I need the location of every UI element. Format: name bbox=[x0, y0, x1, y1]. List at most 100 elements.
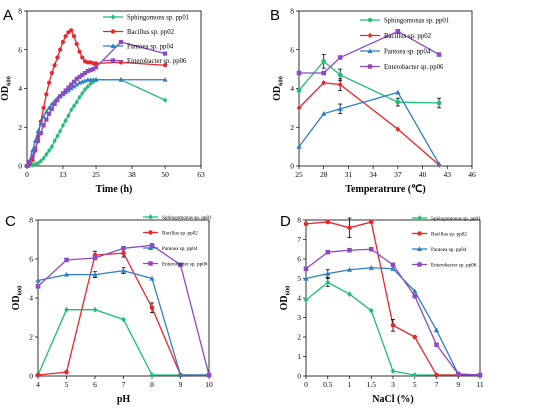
data-point bbox=[52, 63, 57, 68]
x-tick-label: 1.5 bbox=[367, 380, 377, 389]
legend-entry: Sphingomonas sp. pp01 bbox=[384, 17, 449, 24]
x-tick-label: 25 bbox=[295, 170, 303, 179]
legend-marker bbox=[367, 32, 373, 39]
plot-frame bbox=[37, 219, 210, 377]
data-point bbox=[121, 245, 126, 251]
data-point bbox=[149, 275, 155, 281]
data-point bbox=[80, 72, 85, 78]
data-point bbox=[74, 99, 79, 105]
data-point bbox=[347, 247, 352, 253]
x-tick-label: 40 bbox=[419, 170, 427, 179]
data-point bbox=[149, 372, 155, 378]
data-point bbox=[477, 372, 483, 378]
data-point bbox=[63, 271, 70, 277]
x-tick-label: 7 bbox=[122, 380, 126, 389]
legend-marker bbox=[367, 64, 373, 69]
legend-entry: Bacillus sp. pp02 bbox=[384, 33, 432, 40]
legend-entry: Sphingomonas sp. pp01 bbox=[162, 215, 212, 221]
legend-marker bbox=[147, 245, 154, 250]
series-sphingomons-sp-pp01 bbox=[24, 77, 168, 169]
data-point bbox=[60, 39, 66, 45]
panel-letter: C bbox=[5, 213, 16, 230]
data-point bbox=[118, 77, 124, 82]
data-point bbox=[80, 55, 85, 60]
legend-marker bbox=[148, 261, 153, 266]
y-tick-label: 6 bbox=[29, 255, 33, 264]
data-point bbox=[88, 67, 93, 73]
data-point bbox=[436, 161, 442, 167]
y-axis-title-subscript: 600 bbox=[278, 76, 285, 86]
legend: Sphingomonas sp. pp01 Bacillus sp. pp02 Pa… bbox=[143, 214, 212, 267]
legend-entry: Enterobacter sp. pp06 bbox=[162, 261, 208, 267]
x-tick-label: 31 bbox=[345, 170, 353, 179]
data-point bbox=[71, 79, 77, 84]
y-tick-label: 4 bbox=[29, 294, 33, 303]
data-point bbox=[346, 266, 353, 272]
data-point bbox=[71, 103, 77, 109]
data-point bbox=[412, 288, 418, 294]
x-tick-label: 4 bbox=[36, 380, 40, 389]
x-tick-label: 46 bbox=[468, 170, 476, 179]
data-point bbox=[24, 163, 30, 169]
legend-marker bbox=[367, 48, 373, 53]
data-point bbox=[436, 52, 442, 57]
y-tick-label: 0 bbox=[29, 372, 33, 381]
data-point bbox=[44, 151, 49, 157]
data-point bbox=[49, 144, 54, 150]
data-point bbox=[52, 138, 57, 144]
data-point bbox=[93, 77, 99, 82]
data-point bbox=[303, 221, 309, 227]
data-point bbox=[162, 51, 168, 56]
data-point bbox=[433, 327, 440, 333]
legend-marker bbox=[416, 246, 423, 251]
panel-letter: B bbox=[270, 7, 280, 24]
data-point bbox=[58, 47, 63, 52]
x-axis-title: pH bbox=[117, 394, 131, 405]
data-point bbox=[33, 161, 38, 167]
x-axis-title: Temperatrure (℃) bbox=[345, 184, 425, 195]
data-point bbox=[118, 39, 124, 45]
data-point bbox=[71, 34, 77, 39]
data-point bbox=[55, 133, 60, 139]
legend-entry: Pantoea sp. pp04 bbox=[162, 246, 198, 252]
series-sphingomonas-sp-pp01 bbox=[35, 306, 212, 378]
data-point bbox=[44, 92, 49, 97]
legend-marker bbox=[148, 214, 153, 220]
data-point bbox=[434, 342, 439, 348]
legend-marker bbox=[367, 17, 373, 23]
data-point bbox=[64, 306, 69, 313]
data-point bbox=[66, 85, 71, 90]
data-point bbox=[46, 80, 52, 85]
y-axis-title-subscript: 600 bbox=[17, 286, 24, 296]
data-point bbox=[390, 262, 396, 268]
data-point bbox=[412, 293, 418, 299]
data-point bbox=[35, 277, 41, 283]
data-point bbox=[93, 61, 99, 66]
x-tick-label: 9 bbox=[179, 380, 183, 389]
y-tick-label: 1 bbox=[297, 352, 301, 361]
data-point bbox=[63, 117, 68, 124]
series-pantoea-sp-pp04 bbox=[35, 267, 212, 378]
x-tick-label: 5 bbox=[413, 380, 417, 389]
data-point bbox=[390, 368, 396, 374]
data-point bbox=[303, 275, 309, 281]
panel-d: D 0 0.5 1 1.5 3 5 7 9 11 0 1 2 3 4 5 6 7 8 NaCl (%) OD600 Sph… bbox=[279, 213, 484, 405]
series-line bbox=[26, 29, 166, 167]
data-point bbox=[395, 29, 401, 34]
data-point bbox=[44, 117, 49, 122]
data-point bbox=[77, 74, 82, 79]
data-point bbox=[58, 128, 63, 134]
legend-entry: Pantoea sp. pp04 bbox=[127, 43, 174, 50]
y-tick-label: 8 bbox=[18, 7, 22, 16]
x-tick-label: 1 bbox=[348, 380, 352, 389]
data-point bbox=[162, 77, 168, 82]
x-tick-label: 6 bbox=[93, 380, 97, 389]
y-tick-label: 2 bbox=[18, 123, 22, 132]
x-tick-label: 50 bbox=[161, 170, 169, 179]
data-point bbox=[337, 106, 343, 111]
y-tick-label: 2 bbox=[29, 333, 33, 342]
data-point bbox=[296, 105, 302, 111]
legend: Sphingomons sp. pp01 Bacillus sp. pp02 Pan… bbox=[103, 14, 189, 65]
